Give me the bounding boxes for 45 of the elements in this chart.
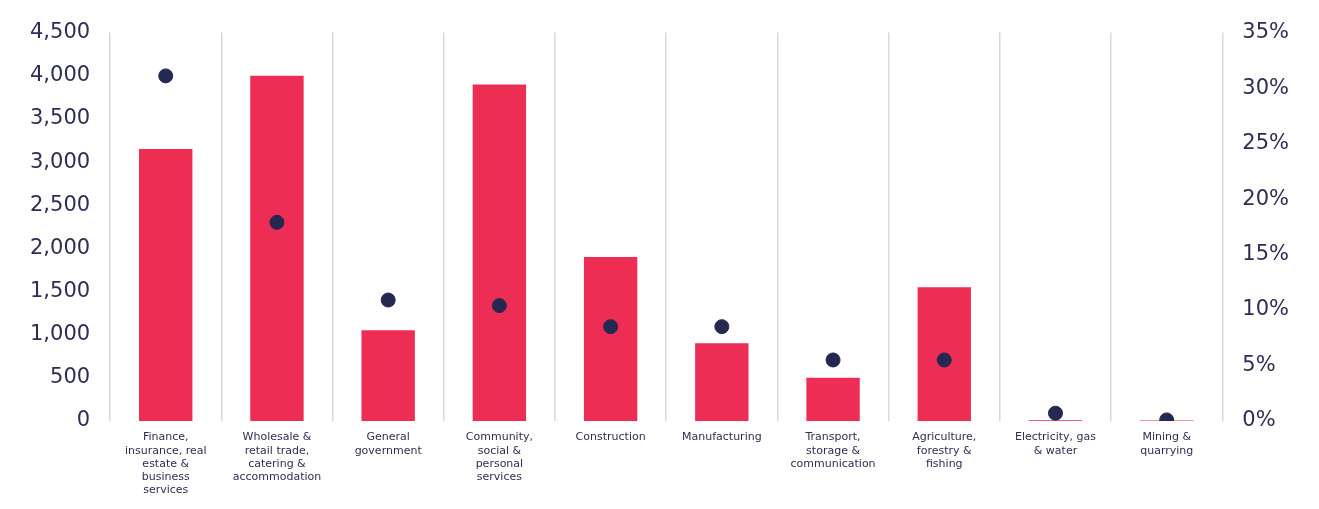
x-tick-label: General government <box>354 430 423 457</box>
y2-tick-label: 10% <box>1242 296 1290 321</box>
point <box>936 352 952 368</box>
point <box>158 68 174 84</box>
y-tick-label: 0 <box>76 407 91 432</box>
point <box>491 298 507 314</box>
bar <box>361 330 415 421</box>
x-tick-label: Electricity, gas & water <box>1014 430 1097 457</box>
bar <box>250 75 304 421</box>
bar <box>139 149 193 421</box>
bar <box>472 84 527 421</box>
x-tick-label: Transport, storage & communication <box>790 430 876 470</box>
y-tick-label: 4,000 <box>29 62 91 87</box>
y-tick-label: 4,500 <box>29 19 91 44</box>
x-tick-label: Agriculture, forestry & fishing <box>912 430 977 470</box>
x-tick-label: Finance, insurance, real estate & business services <box>124 430 207 497</box>
point <box>825 352 841 368</box>
x-tick-label: Mining & quarrying <box>1140 430 1194 457</box>
y-tick-label: 1,000 <box>29 321 91 346</box>
bar <box>806 377 860 421</box>
y-tick-label: 500 <box>50 364 91 389</box>
y2-tick-label: 30% <box>1242 74 1290 99</box>
y2-tick-label: 20% <box>1242 185 1290 210</box>
y2-tick-label: 5% <box>1242 351 1276 376</box>
point <box>269 214 285 230</box>
y-tick-label: 1,500 <box>29 277 91 302</box>
y2-tick-label: 35% <box>1242 19 1290 44</box>
point <box>380 292 396 308</box>
point <box>714 319 730 335</box>
x-tick-label: Wholesale & retail trade, catering & accommodation <box>232 430 322 484</box>
y2-tick-label: 15% <box>1242 241 1290 265</box>
bar <box>583 257 638 421</box>
y-tick-label: 3,500 <box>29 105 91 130</box>
point <box>603 319 619 335</box>
y2-tick-label: 0% <box>1242 407 1276 432</box>
x-tick-label: Community, social & personal services <box>465 430 533 484</box>
y2-tick-label: 25% <box>1242 130 1290 155</box>
x-tick-label: Construction <box>575 430 646 444</box>
x-tick-label: Manufacturing <box>682 430 762 444</box>
point <box>1047 405 1063 421</box>
y-tick-label: 2,000 <box>29 234 91 259</box>
bar <box>695 343 749 421</box>
bar <box>917 287 971 421</box>
y-tick-label: 3,000 <box>29 148 91 173</box>
y-tick-label: 2,500 <box>29 191 91 216</box>
